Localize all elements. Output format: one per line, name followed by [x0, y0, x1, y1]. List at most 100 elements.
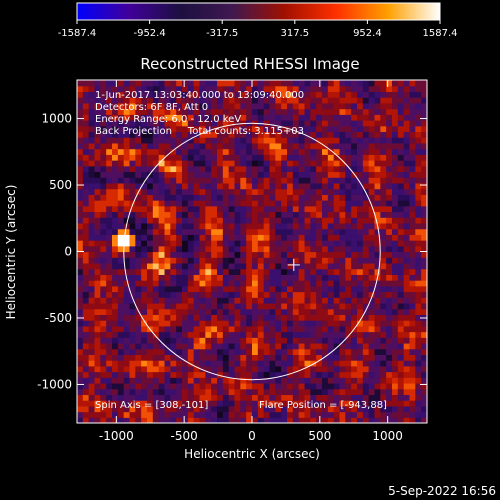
heatmap-cell: [135, 314, 142, 321]
heatmap-cell: [141, 137, 148, 144]
heatmap-cell: [106, 171, 113, 178]
heatmap-cell: [117, 331, 125, 338]
heatmap-cell: [316, 365, 323, 373]
heatmap-cell: [345, 97, 352, 104]
heatmap-cell: [380, 371, 387, 378]
heatmap-cell: [123, 234, 131, 241]
heatmap-cell: [275, 165, 282, 173]
heatmap-cell: [158, 360, 166, 367]
heatmap-cell: [327, 182, 335, 190]
heatmap-cell: [152, 377, 160, 384]
heatmap-cell: [158, 245, 166, 253]
heatmap-cell: [304, 154, 311, 161]
heatmap-cell: [94, 194, 101, 201]
heatmap-cell: [100, 331, 107, 338]
heatmap-cell: [269, 331, 276, 338]
heatmap-cell: [397, 382, 405, 390]
heatmap-cell: [246, 325, 253, 333]
heatmap-cell: [222, 297, 230, 304]
heatmap-cell: [403, 200, 411, 207]
heatmap-cell: [252, 182, 259, 190]
heatmap-cell: [298, 268, 306, 275]
heatmap-cell: [152, 160, 160, 167]
heatmap-cell: [357, 114, 364, 121]
heatmap-cell: [415, 382, 422, 390]
heatmap-cell: [351, 228, 358, 235]
heatmap-cell: [82, 171, 90, 178]
heatmap-cell: [234, 308, 241, 315]
heatmap-cell: [421, 285, 427, 293]
heatmap-cell: [106, 228, 113, 235]
heatmap-cell: [240, 320, 247, 327]
heatmap-cell: [106, 200, 113, 207]
heatmap-cell: [152, 331, 160, 338]
heatmap-cell: [415, 194, 422, 201]
heatmap-cell: [199, 131, 206, 138]
heatmap-cell: [310, 285, 317, 293]
heatmap-cell: [333, 394, 341, 401]
heatmap-cell: [374, 314, 381, 321]
heatmap-cell: [257, 217, 265, 224]
heatmap-cell: [339, 388, 346, 396]
heatmap-cell: [374, 200, 381, 207]
heatmap-cell: [222, 285, 230, 293]
heatmap-cell: [176, 234, 183, 241]
heatmap-cell: [199, 108, 206, 115]
heatmap-cell: [141, 194, 148, 201]
heatmap-cell: [392, 91, 399, 98]
heatmap-cell: [362, 91, 370, 98]
heatmap-cell: [409, 222, 416, 230]
heatmap-cell: [316, 182, 323, 190]
heatmap-cell: [100, 114, 107, 121]
heatmap-cell: [117, 342, 125, 350]
heatmap-cell: [117, 302, 125, 310]
heatmap-cell: [199, 348, 206, 355]
heatmap-cell: [164, 194, 171, 201]
heatmap-cell: [240, 268, 247, 275]
heatmap-cell: [100, 377, 107, 384]
heatmap-cell: [164, 108, 171, 115]
heatmap-cell: [397, 114, 405, 121]
heatmap-cell: [135, 274, 142, 281]
heatmap-cell: [263, 377, 271, 384]
heatmap-cell: [234, 108, 241, 115]
heatmap-cell: [88, 382, 96, 390]
heatmap-cell: [135, 417, 142, 423]
heatmap-cell: [339, 97, 346, 104]
heatmap-cell: [339, 331, 346, 338]
heatmap-cell: [357, 251, 364, 258]
heatmap-cell: [94, 308, 101, 315]
heatmap-cell: [199, 280, 206, 287]
heatmap-cell: [88, 394, 96, 401]
heatmap-cell: [409, 171, 416, 178]
heatmap-cell: [310, 91, 317, 98]
heatmap-cell: [77, 211, 84, 218]
heatmap-cell: [316, 371, 323, 378]
heatmap-cell: [368, 171, 376, 178]
heatmap-cell: [380, 331, 387, 338]
heatmap-cell: [409, 165, 416, 173]
heatmap-cell: [77, 274, 84, 281]
heatmap-cell: [316, 228, 323, 235]
heatmap-cell: [374, 245, 381, 253]
heatmap-cell: [339, 131, 346, 138]
heatmap-cell: [94, 411, 101, 418]
heatmap-cell: [182, 314, 189, 321]
heatmap-cell: [82, 302, 90, 310]
heatmap-cell: [234, 120, 241, 127]
heatmap-cell: [170, 137, 177, 144]
heatmap-cell: [322, 91, 329, 98]
heatmap-cell: [351, 177, 358, 184]
heatmap-cell: [152, 222, 160, 230]
heatmap-cell: [123, 114, 131, 121]
heatmap-cell: [421, 302, 427, 310]
heatmap-cell: [193, 365, 201, 373]
heatmap-cell: [228, 165, 236, 173]
heatmap-cell: [403, 160, 411, 167]
heatmap-cell: [77, 97, 84, 104]
heatmap-cell: [82, 154, 90, 161]
heatmap-cell: [403, 85, 411, 93]
heatmap-cell: [368, 411, 376, 418]
heatmap-cell: [82, 200, 90, 207]
heatmap-cell: [170, 142, 177, 150]
